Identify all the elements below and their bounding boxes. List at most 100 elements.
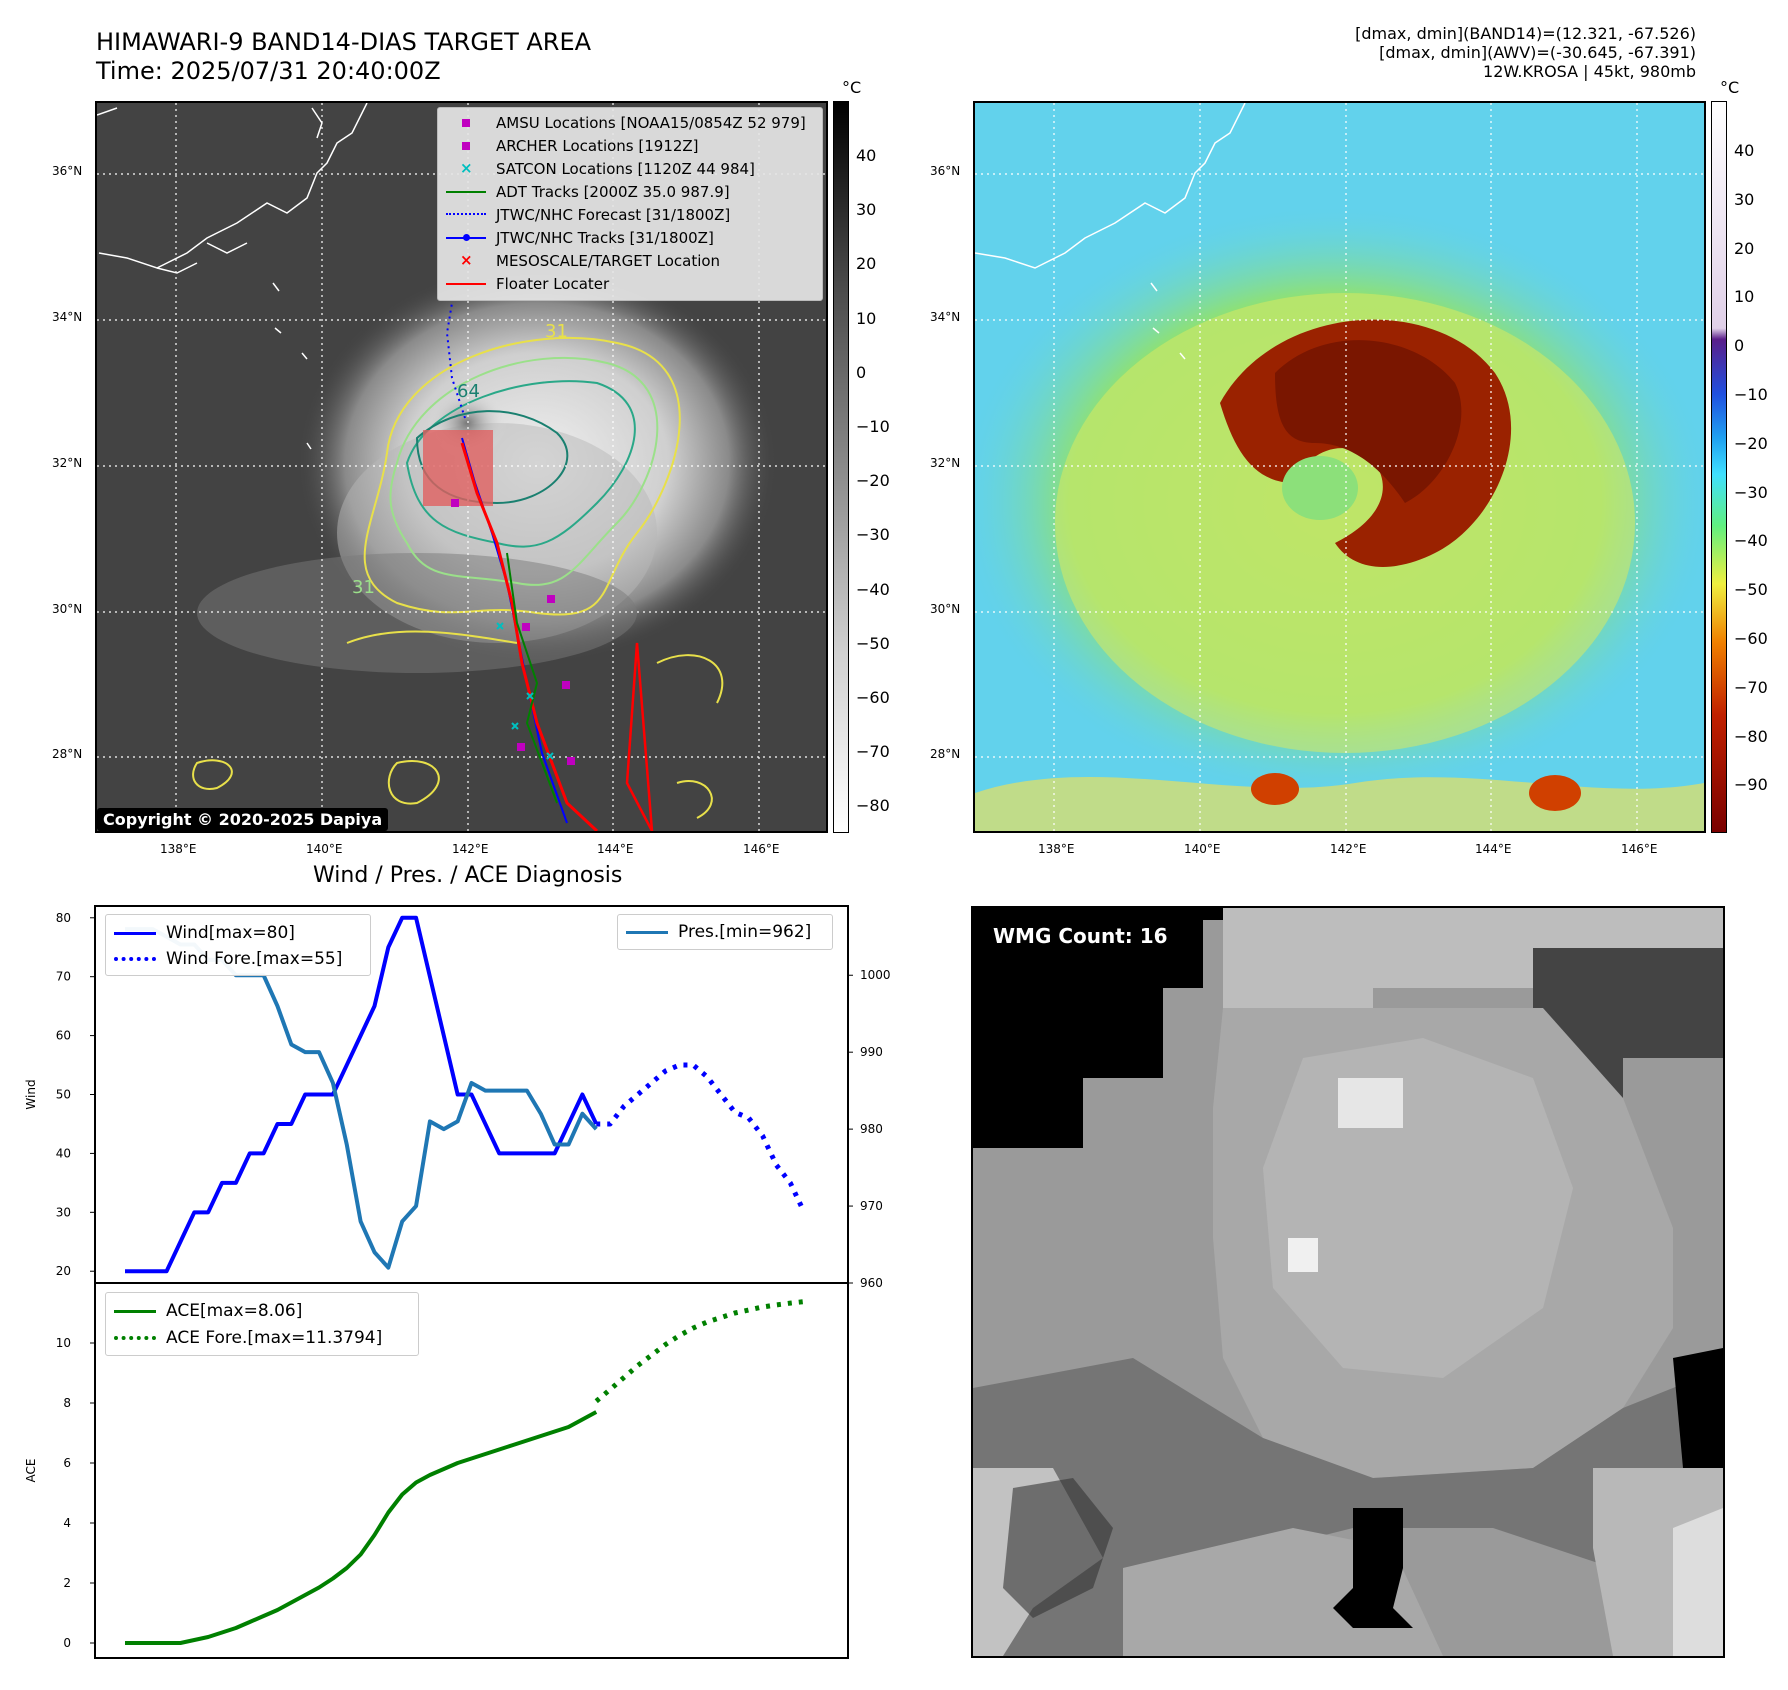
ace-ytick-label: 10	[56, 1336, 71, 1350]
legend-item-forecast: JTWC/NHC Forecast [31/1800Z]	[446, 204, 730, 226]
ir-colorbar-tick: 10	[856, 308, 877, 328]
legend-label: MESOSCALE/TARGET Location	[496, 252, 721, 270]
ace-forecast-series-line	[594, 1299, 805, 1404]
legend-wind-label: Wind[max=80]	[166, 923, 295, 943]
ace-ytick-label: 4	[63, 1516, 71, 1530]
adt-track	[506, 552, 558, 804]
legend-label: AMSU Locations [NOAA15/0854Z 52 979]	[496, 114, 806, 132]
ace-ytick-label: 0	[63, 1636, 71, 1650]
awv-lon-146: 146°E	[1621, 842, 1658, 856]
ir-lat-28: 28°N	[52, 747, 83, 761]
ir-legend: AMSU Locations [NOAA15/0854Z 52 979] ARC…	[437, 107, 823, 301]
ir-colorbar	[833, 101, 849, 833]
wmg-white-cell-1	[1338, 1078, 1403, 1128]
awv-colorbar	[1711, 101, 1727, 833]
awv-colorbar-tick: −40	[1734, 531, 1768, 551]
wmg-black-nw	[973, 908, 1203, 1148]
ir-colorbar-tick: −20	[856, 471, 890, 491]
awv-cell-2	[1529, 775, 1581, 811]
wind-line-icon	[114, 931, 156, 935]
awv-lon-144: 144°E	[1475, 842, 1512, 856]
ace-ytick-label: 8	[63, 1396, 71, 1410]
ir-colorbar-unit: °C	[842, 78, 862, 97]
wind-series-line	[125, 915, 599, 1274]
ir-lon-138: 138°E	[160, 842, 197, 856]
wind-ytick-label: 40	[56, 1146, 71, 1160]
ir-lat-32: 32°N	[52, 456, 83, 470]
wind-forecast-series-line	[596, 1062, 807, 1214]
ir-lon-140: 140°E	[306, 842, 343, 856]
legend-wind: Wind[max=80]	[114, 923, 295, 943]
forecast-track	[445, 302, 466, 419]
wind-legend: Wind[max=80] Wind Fore.[max=55]	[105, 914, 371, 976]
dmax-info: [dmax, dmin](BAND14)=(12.321, -67.526) […	[1355, 24, 1696, 81]
awv-lat-30: 30°N	[930, 602, 961, 616]
awv-colorbar-tick: −70	[1734, 677, 1768, 697]
info-line-1: [dmax, dmin](BAND14)=(12.321, -67.526)	[1355, 24, 1696, 43]
amsu-marker-icon	[446, 116, 486, 130]
wmg-count-badge: WMG Count: 16	[985, 920, 1176, 952]
ir-colorbar-tick: 20	[856, 254, 877, 274]
pressure-series-line	[125, 927, 598, 1270]
wind-ytick-label: 50	[56, 1088, 71, 1102]
legend-item-archer: ARCHER Locations [1912Z]	[446, 135, 699, 157]
title-line-1: HIMAWARI-9 BAND14-DIAS TARGET AREA	[96, 28, 592, 56]
legend-item-adt: ADT Tracks [2000Z 35.0 987.9]	[446, 181, 730, 203]
wind-ytick-label: 60	[56, 1029, 71, 1043]
copyright-badge: Copyright © 2020-2025 Dapiya	[97, 808, 389, 831]
awv-lat-28: 28°N	[930, 747, 961, 761]
legend-label: ARCHER Locations [1912Z]	[496, 137, 699, 155]
archer-marker-icon	[446, 139, 486, 153]
awv-colorbar-tick: 40	[1734, 141, 1755, 160]
awv-colorbar-tick: −30	[1734, 482, 1768, 502]
awv-colorbar-tick: 30	[1734, 189, 1755, 209]
awv-lat-lon-grid	[975, 103, 1704, 831]
ir-lat-34: 34°N	[52, 310, 83, 324]
pres-ytick-label: 970	[860, 1199, 883, 1213]
awv-core	[1275, 340, 1462, 503]
ir-colorbar-tick: −30	[856, 525, 890, 545]
contour-label-31a: 31	[545, 321, 568, 342]
wmg-panel: WMG Count: 16	[971, 906, 1725, 1658]
legend-ace: ACE[max=8.06]	[114, 1301, 302, 1321]
legend-ace-fore-label: ACE Fore.[max=11.3794]	[166, 1328, 383, 1348]
legend-item-floater: Floater Locater	[446, 273, 609, 295]
wind-ytick-label: 20	[56, 1264, 71, 1278]
awv-colorbar-tick: −60	[1734, 629, 1768, 648]
info-line-3: 12W.KROSA | 45kt, 980mb	[1483, 62, 1696, 81]
ace-line-icon	[114, 1309, 156, 1313]
diagnosis-chart: 20 30 40 50 60 70 80 960 970 980 990 1000 0 2 4 6 8 10 Win…	[24, 905, 891, 1659]
adt-line-icon	[446, 185, 486, 199]
ace-fore-line-icon	[114, 1336, 156, 1340]
legend-wind-fore: Wind Fore.[max=55]	[114, 949, 342, 969]
ir-colorbar-tick: 0	[856, 362, 867, 382]
contours	[192, 336, 724, 819]
legend-item-mesoscale: × MESOSCALE/TARGET Location	[446, 250, 720, 272]
legend-wind-fore-label: Wind Fore.[max=55]	[166, 949, 343, 969]
satcon-markers	[496, 622, 554, 760]
wmg-dark-sw	[1003, 1478, 1113, 1618]
ace-series-line	[125, 1410, 598, 1645]
wmg-grey-n	[1183, 908, 1723, 1018]
ir-map-svg: 31 64 31	[97, 103, 826, 831]
wmg-black-s	[1333, 1508, 1413, 1628]
ir-map-panel: 31 64 31 AMSU Locations [NOAA15/0854Z 52…	[95, 101, 828, 833]
diagnosis-title: Wind / Pres. / ACE Diagnosis	[313, 863, 623, 888]
awv-colorbar-tick: −90	[1734, 775, 1768, 795]
mesoscale-target-box	[423, 430, 493, 506]
ir-lon-142: 142°E	[452, 842, 489, 856]
ace-ytick-label: 6	[63, 1456, 71, 1470]
contour-label-31b: 31	[352, 577, 375, 598]
wind-ytick-label: 80	[56, 911, 71, 925]
ir-colorbar-tick: 30	[856, 200, 877, 220]
pres-legend: Pres.[min=962]	[617, 914, 833, 950]
ir-colorbar-tick: −70	[856, 742, 890, 762]
wmg-svg	[973, 908, 1723, 1656]
floater-line-icon	[446, 277, 486, 291]
pres-ytick-label: 990	[860, 1045, 883, 1059]
awv-lon-138: 138°E	[1038, 842, 1075, 856]
wmg-black-n	[1198, 908, 1223, 920]
legend-ace-label: ACE[max=8.06]	[166, 1301, 303, 1321]
awv-colorbar-tick: −10	[1734, 385, 1768, 404]
awv-colorbar-tick: −50	[1734, 580, 1768, 600]
